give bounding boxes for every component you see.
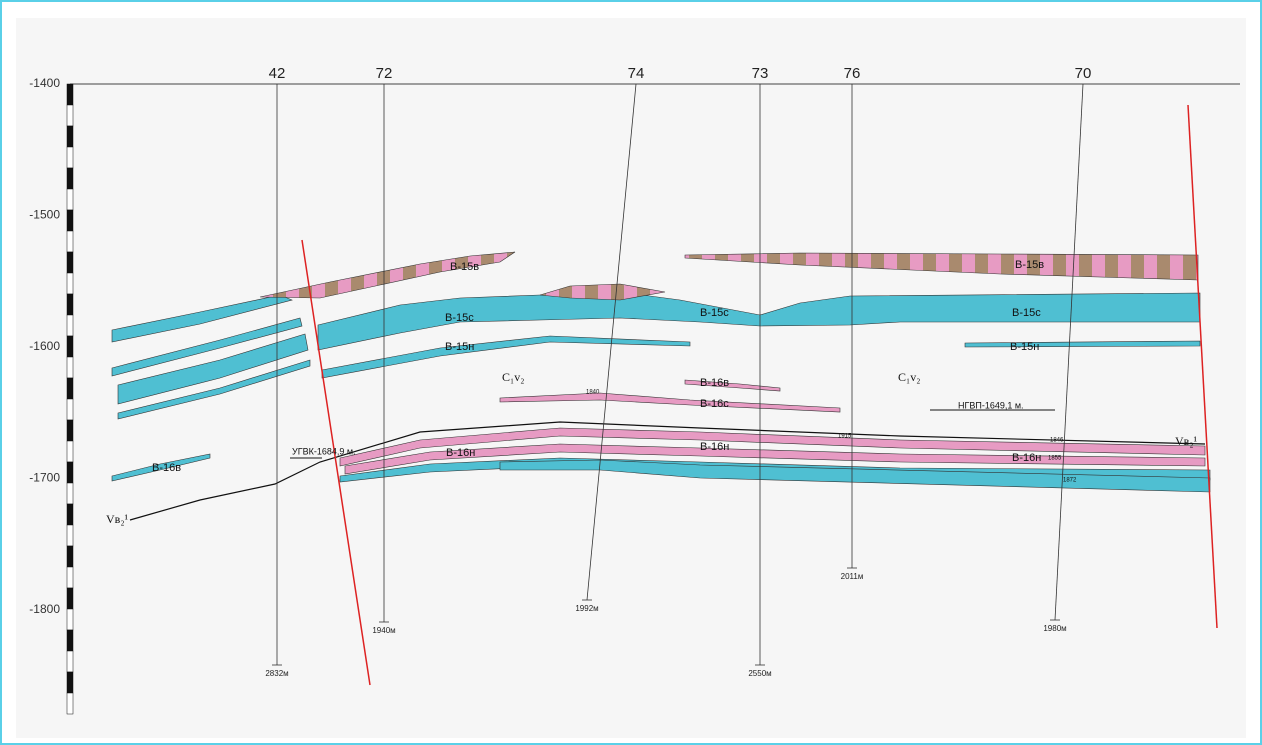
depth-mark: 1872 [1063,478,1077,484]
scale-segment [66,587,74,610]
layer-label: В-15с [700,307,729,319]
layers [111,251,1211,493]
scale-segment [66,419,74,442]
well-bottom-depth: 2011м [841,572,864,581]
scale-segment [66,524,74,547]
scale-segment [66,482,74,505]
scale-segment [66,566,74,589]
labels: В-15в В-15в В-15с В-15с В-15с В-15н В-15н В-16в… [106,259,1198,526]
formation-label: Vв₂¹ [106,512,129,526]
well-name: 74 [628,65,645,82]
depth-scale-bar [66,83,74,715]
scale-segment [66,440,74,463]
layer-label: В-15в [450,261,479,273]
scale-segment [66,650,74,673]
layer-label: В-16с [700,398,729,410]
formation-label: C₁v₂ [898,370,920,384]
well-bottom-depth: 2550м [748,669,771,678]
well-name: 73 [752,65,769,82]
scale-segment [66,503,74,526]
layer-label: В-15в [1015,259,1044,271]
scale-segment [66,293,74,316]
well-bottom-depth: 1940м [372,626,395,635]
scale-segment [66,272,74,295]
layer-label: В-15с [1012,307,1041,319]
layer-label: В-16н [700,441,729,453]
scale-segment [66,167,74,190]
depth-mark: 1915 [838,434,852,440]
scale-segment [66,461,74,484]
well-bottom-depth: 1980м [1043,624,1066,633]
scale-segment [66,188,74,211]
well-line [586,83,637,601]
layer-label: В-16в [700,377,729,389]
scale-segment [66,104,74,127]
scale-segment [66,629,74,652]
well-bottom-depth: 2832м [265,669,288,678]
scale-segment [66,335,74,358]
scale-segment [66,125,74,148]
wells: 42 2832м 72 1940м 74 1992м 73 2550м 76 2011м 70 198… [265,65,1091,678]
scale-segment [66,377,74,400]
scale-segment [66,356,74,379]
scale-segment [66,671,74,694]
layer-label: В-15с [445,312,474,324]
scale-segment [66,545,74,568]
well-line [1054,83,1084,621]
layer-label: В-16н [1012,452,1041,464]
well-name: 72 [376,65,393,82]
contact-label: УГВК-1684,9 м. [292,446,356,456]
depth-tick-label: -1800 [29,602,60,616]
scale-segment [66,251,74,274]
depth-mark: 1840 [586,390,600,396]
scale-segment [66,314,74,337]
layer-label: В-15н [1010,341,1039,353]
fault [301,239,371,686]
well-name: 76 [844,65,861,82]
scale-segment [66,230,74,253]
depth-tick-label: -1400 [29,76,60,90]
depth-tick-label: -1700 [29,471,60,485]
well-name: 42 [269,65,286,82]
layer-label: В-15н [445,341,474,353]
depth-mark: 1855 [1048,456,1062,462]
layer-label: В-16в [152,462,181,474]
depth-tick-label: -1600 [29,339,60,353]
boundary-line [129,421,1206,521]
scale-segment [66,209,74,232]
contact-label: НГВП-1649,1 м. [958,400,1024,410]
scale-segment [66,398,74,421]
scale-segment [66,692,74,715]
scale-segment [66,83,74,106]
formation-label: C₁v₂ [502,370,524,384]
depth-tick-label: -1500 [29,208,60,222]
formation-label: Vв₂¹ [1175,434,1198,448]
layer-label: В-16н [446,447,475,459]
well-bottom-depth: 1992м [575,604,598,613]
well-name: 70 [1075,65,1092,82]
scale-segment [66,146,74,169]
fault [1187,104,1218,629]
scale-segment [66,608,74,631]
depth-mark: 1846 [1050,438,1064,444]
